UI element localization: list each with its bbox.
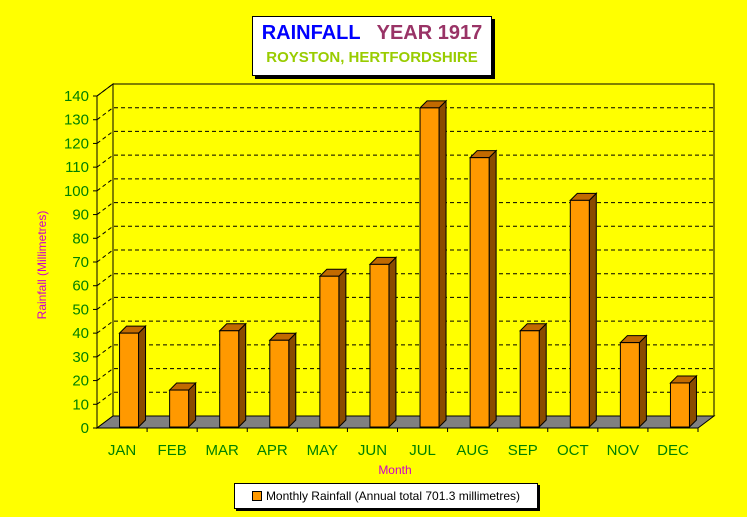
y-tick-label: 70 <box>72 254 89 271</box>
gridline <box>96 296 714 310</box>
bar-nov <box>619 334 648 429</box>
chart-legend: Monthly Rainfall (Annual total 701.3 mil… <box>234 483 538 509</box>
gridline <box>96 391 714 405</box>
bar-side <box>438 99 447 429</box>
gridline <box>96 107 714 121</box>
x-tick-label: MAY <box>307 442 338 459</box>
x-tick-label: JUL <box>409 442 436 459</box>
bar-side <box>238 322 247 429</box>
y-tick-label: 40 <box>72 325 89 342</box>
bar-side <box>538 322 547 429</box>
x-tick-label: FEB <box>158 442 187 459</box>
bar-side <box>688 374 697 429</box>
bar-front <box>569 199 590 428</box>
y-tick-label: 10 <box>72 396 89 413</box>
y-tick-label: 110 <box>65 159 89 176</box>
x-tick-label: DEC <box>657 442 689 459</box>
x-tick-label: AUG <box>456 442 489 459</box>
bar-jan <box>118 324 147 429</box>
bar-side <box>488 149 497 429</box>
gridline <box>96 249 714 263</box>
bar-front <box>669 382 690 428</box>
y-tick-label: 20 <box>72 373 89 390</box>
chart-subtitle: ROYSTON, HERTFORDSHIRE <box>266 49 478 66</box>
bar-side <box>588 192 597 429</box>
y-axis-title: Rainfall (Millimetres) <box>35 211 49 320</box>
bar-front <box>519 330 540 428</box>
bar-jul <box>418 99 448 429</box>
gridline <box>96 154 714 168</box>
x-tick-label: OCT <box>557 442 589 459</box>
x-tick-label: JAN <box>108 442 136 459</box>
bar-front <box>419 107 440 428</box>
x-axis-title: Month <box>378 463 411 477</box>
gridline <box>96 344 714 358</box>
bar-sep <box>519 322 548 429</box>
chart-bars <box>118 99 698 429</box>
chart-title-year: YEAR 1917 <box>376 22 483 44</box>
chart-gridlines <box>96 83 714 405</box>
y-tick-label: 140 <box>64 88 89 105</box>
bar-apr <box>268 332 297 429</box>
bar-may <box>318 268 348 429</box>
y-tick-label: 90 <box>72 207 89 224</box>
chart-title-box: RAINFALL YEAR 1917 ROYSTON, HERTFORDSHIRE <box>252 16 492 76</box>
bar-side <box>288 332 297 429</box>
y-tick-label: 80 <box>72 230 89 247</box>
bar-mar <box>218 322 247 429</box>
gridline <box>96 83 714 97</box>
bar-feb <box>168 381 197 429</box>
x-tick-label: NOV <box>607 442 640 459</box>
bar-oct <box>569 192 598 429</box>
gridline <box>96 130 714 144</box>
bar-side <box>138 324 147 429</box>
bar-front <box>619 342 640 428</box>
legend-swatch <box>251 491 262 501</box>
x-tick-label: JUN <box>358 442 387 459</box>
bar-side <box>338 268 347 429</box>
bar-front <box>169 389 190 428</box>
y-tick-label: 130 <box>64 112 89 129</box>
bar-side <box>638 334 647 429</box>
y-tick-label: 100 <box>64 183 89 200</box>
bar-dec <box>669 374 698 429</box>
gridline <box>96 320 714 334</box>
bar-front <box>119 332 140 428</box>
y-tick-label: 50 <box>72 301 89 318</box>
y-tick-label: 120 <box>64 135 89 152</box>
gridline <box>96 178 714 192</box>
bar-side <box>388 256 397 429</box>
bar-jun <box>368 256 398 429</box>
gridline <box>96 368 714 381</box>
bar-aug <box>468 149 498 429</box>
bar-front <box>269 339 290 428</box>
chart-title-line: RAINFALL YEAR 1917 <box>253 22 491 45</box>
chart-title: RAINFALL <box>261 22 361 44</box>
bar-front <box>469 157 490 428</box>
y-axis-ticks: 0 10 20 30 40 50 60 70 80 90 100 110 120 130 140 <box>64 88 97 437</box>
gridline <box>96 202 714 215</box>
gridline <box>96 225 714 239</box>
legend-label: Monthly Rainfall (Annual total 701.3 mil… <box>265 489 521 503</box>
y-tick-label: 60 <box>72 278 89 295</box>
bar-front <box>219 330 240 428</box>
x-tick-label: SEP <box>508 442 538 459</box>
x-tick-label: MAR <box>206 442 240 459</box>
x-axis-ticks: JAN FEB MAR APR MAY JUN JUL AUG SEP OCT NOV DEC <box>108 428 699 459</box>
y-tick-label: 0 <box>81 420 89 437</box>
x-tick-label: APR <box>257 442 288 459</box>
y-tick-label: 30 <box>72 349 89 366</box>
bar-front <box>319 275 340 428</box>
gridline <box>96 273 714 287</box>
bar-front <box>369 263 390 428</box>
